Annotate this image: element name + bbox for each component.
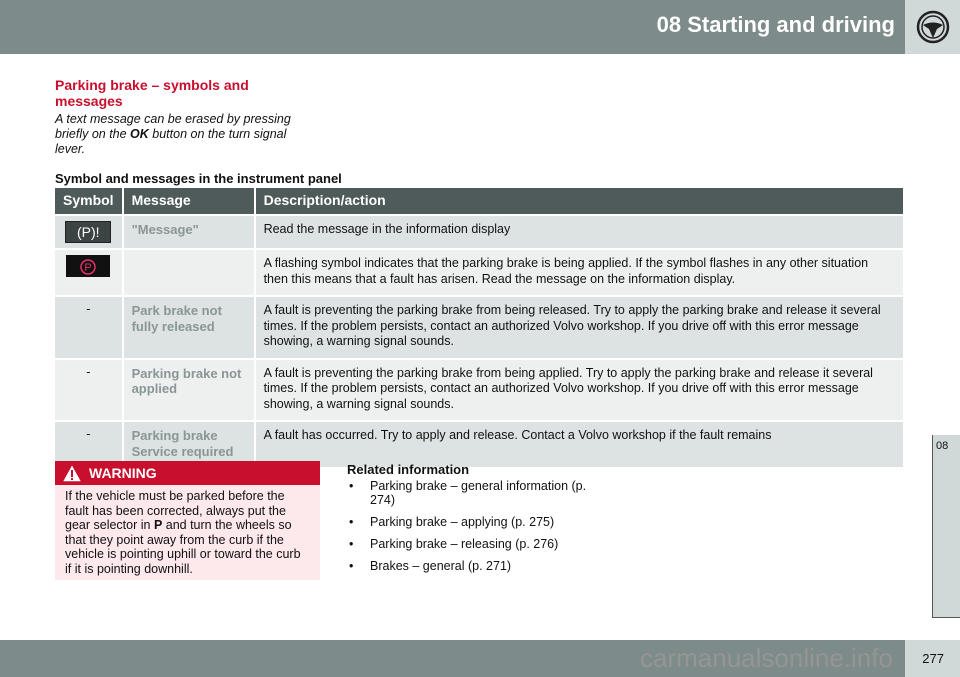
intro-text: A text message can be erased by pressing… xyxy=(55,112,291,156)
parking-brake-warning-symbol: (P)! xyxy=(65,221,112,243)
col-symbol: Symbol xyxy=(55,188,124,215)
col-description: Description/action xyxy=(254,188,906,215)
related-link[interactable]: Parking brake – general information (p. … xyxy=(347,479,597,507)
symbols-table: Symbol Message Description/action (P)! "Mes… xyxy=(55,188,906,467)
warning-box: WARNING If the vehicle must be parked be… xyxy=(55,461,320,580)
chapter-title: 08 Starting and driving xyxy=(656,12,895,37)
table-row: - Parking brake not applied A fault is pre… xyxy=(55,357,906,421)
table-row: - Parking brake Service required A fault h… xyxy=(55,420,906,467)
table-row: - Park brake not fully released A fault is… xyxy=(55,295,906,359)
page-footer xyxy=(0,640,905,677)
col-message: Message xyxy=(122,188,256,215)
table-row: (P)! "Message" Read the message in the inf… xyxy=(55,214,906,249)
watermark: carmanualsonline.info xyxy=(640,643,893,673)
chapter-side-tab: 08 xyxy=(932,435,960,618)
warning-triangle-icon xyxy=(61,463,83,483)
page-number: 277 xyxy=(905,640,960,677)
parking-brake-red-icon: P xyxy=(66,255,111,277)
section-title: Parking brake – symbols and messages xyxy=(55,77,249,109)
warning-text: If the vehicle must be parked before the… xyxy=(65,489,301,576)
table-caption: Symbol and messages in the instrument pa… xyxy=(55,171,342,186)
chapter-icon-box xyxy=(905,0,960,54)
svg-text:P: P xyxy=(85,262,92,274)
related-link[interactable]: Brakes – general (p. 271) xyxy=(347,559,597,573)
related-title: Related information xyxy=(347,462,470,477)
warning-title: WARNING xyxy=(89,465,157,481)
related-link[interactable]: Parking brake – releasing (p. 276) xyxy=(347,537,597,551)
steering-wheel-icon xyxy=(916,10,950,44)
related-information: Related information Parking brake – gene… xyxy=(347,462,597,581)
page-header: 08 Starting and driving xyxy=(0,0,905,54)
related-link[interactable]: Parking brake – applying (p. 275) xyxy=(347,515,597,529)
